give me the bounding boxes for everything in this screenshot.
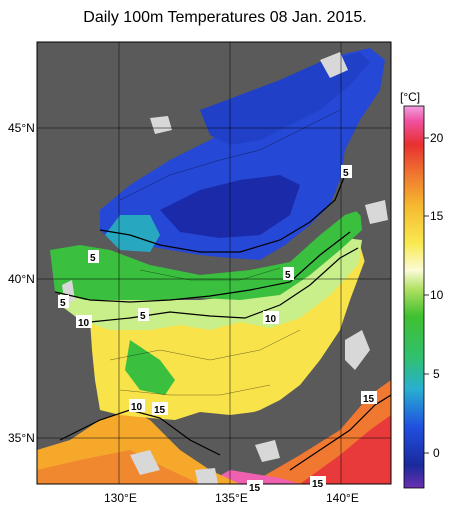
lon-label-135: 135°E: [215, 491, 248, 505]
contour-label: 5: [285, 270, 291, 281]
contour-label: 10: [265, 314, 277, 325]
contour-labels: 5 5 5 5 5 10 10 10 15 15 15 15: [58, 165, 377, 494]
colorbar-tick-5: 5: [433, 367, 440, 381]
lon-label-130: 130°E: [104, 491, 137, 505]
contour-label: 5: [90, 253, 96, 264]
colorbar: [403, 105, 425, 489]
contour-label: 5: [343, 168, 349, 179]
contour-label: 10: [78, 318, 90, 329]
contour-label: 15: [154, 405, 166, 416]
contour-label: 15: [249, 483, 261, 494]
lat-label-40: 40°N: [8, 272, 35, 286]
graticule: [37, 42, 391, 484]
contour-label: 5: [60, 298, 66, 309]
lon-label-140: 140°E: [326, 491, 359, 505]
map-frame: [36, 41, 392, 485]
colorbar-tick-15: 15: [430, 209, 444, 223]
colorbar-tick-10: 10: [430, 288, 444, 302]
colorbar-tick-0: 0: [433, 446, 440, 460]
contour-label: 5: [140, 311, 146, 322]
lat-label-35: 35°N: [8, 431, 35, 445]
lat-label-45: 45°N: [8, 121, 35, 135]
map-title: Daily 100m Temperatures 08 Jan. 2015.: [83, 9, 367, 26]
contour-label: 10: [131, 402, 143, 413]
unit-label: [°C]: [400, 90, 420, 104]
colorbar-tick-20: 20: [430, 131, 444, 145]
contour-label: 15: [312, 479, 324, 490]
missing-data-patch: [150, 116, 172, 134]
contour-label: 15: [363, 394, 375, 405]
